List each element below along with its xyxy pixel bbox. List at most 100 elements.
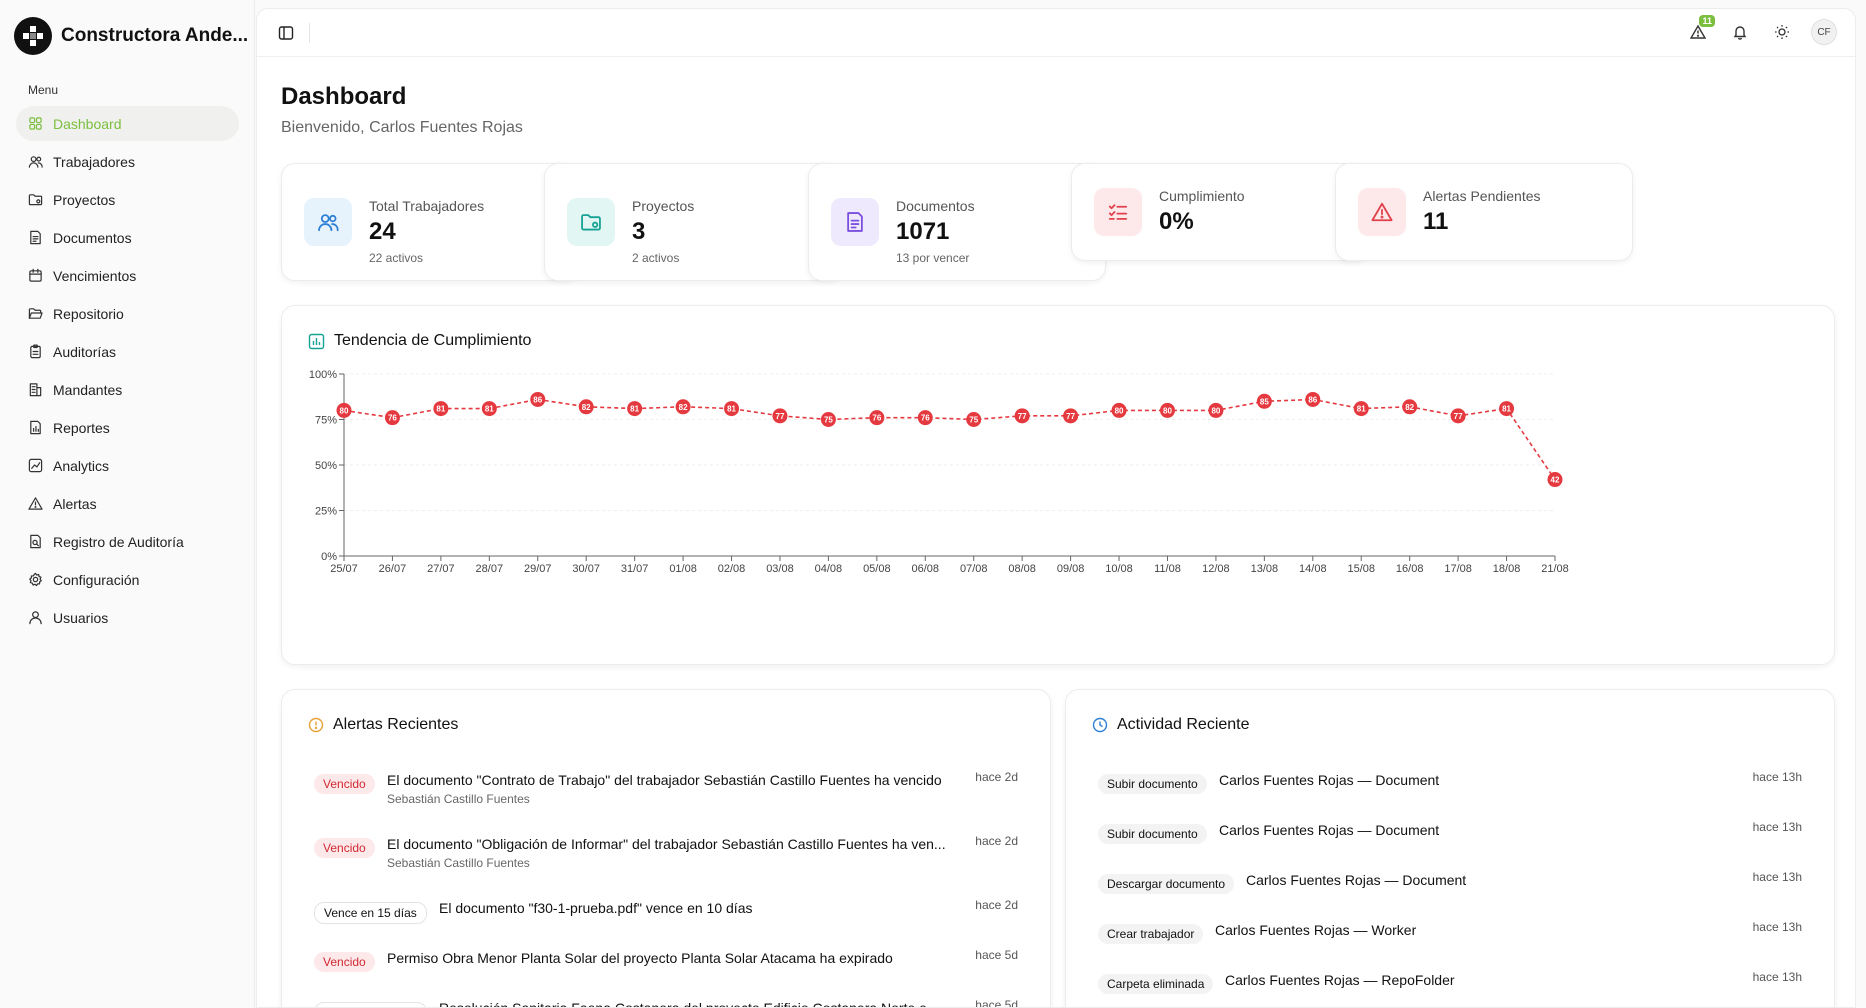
data-point <box>1014 408 1030 424</box>
sidebar-item-configuración[interactable]: Configuración <box>16 562 239 597</box>
data-point <box>530 391 546 407</box>
sidebar-item-analytics[interactable]: Analytics <box>16 448 239 483</box>
alert-item[interactable]: Vence en 30 días Resolución Sanitaria Fae… <box>306 998 1026 1007</box>
data-point <box>1063 408 1079 424</box>
alert-status-badge: Vencido <box>314 774 375 794</box>
data-point <box>724 401 740 417</box>
stat-icon <box>1094 188 1142 236</box>
data-label: 80 <box>1211 406 1220 415</box>
user-avatar[interactable]: CF <box>1811 19 1837 45</box>
stat-card-alertas-pendientes[interactable]: Alertas Pendientes 11 <box>1335 163 1633 261</box>
alert-item[interactable]: Vencido El documento "Contrato de Trabajo… <box>306 770 1026 812</box>
sun-icon <box>1775 25 1789 39</box>
compliance-chart-card: 0% 25% 50% 75% 100% 25/07 26/07 27/07 28/07 29/07… <box>281 305 1835 665</box>
alert-item[interactable]: Vencido Permiso Obra Menor Planta Solar d… <box>306 948 1026 990</box>
recent-alerts-card: Alertas Recientes Vencido El documento "C… <box>281 689 1051 1007</box>
stat-card-total-trabajadores[interactable]: Total Trabajadores 24 22 activos <box>281 163 579 281</box>
x-tick-label: 17/08 <box>1444 563 1472 575</box>
sidebar-item-label: Proyectos <box>53 191 116 208</box>
stat-value: 0% <box>1159 208 1194 235</box>
stat-card-documentos[interactable]: Documentos 1071 13 por vencer <box>808 163 1106 281</box>
stat-card-proyectos[interactable]: Proyectos 3 2 activos <box>544 163 842 281</box>
data-label: 42 <box>1551 476 1560 485</box>
brand[interactable]: Constructora Ande... <box>0 0 254 72</box>
activity-item[interactable]: Subir documento Carlos Fuentes Rojas — Do… <box>1090 770 1810 812</box>
stat-icon <box>567 198 615 246</box>
sidebar-item-registro-de-auditoría[interactable]: Registro de Auditoría <box>16 524 239 559</box>
sidebar-item-usuarios[interactable]: Usuarios <box>16 600 239 635</box>
activity-message: Carlos Fuentes Rojas — RepoFolder <box>1225 972 1455 988</box>
sidebar-item-label: Repositorio <box>53 305 124 322</box>
stat-note: 2 activos <box>632 251 680 265</box>
relative-time: hace 5d <box>975 948 1018 962</box>
sidebar-item-alertas[interactable]: Alertas <box>16 486 239 521</box>
grid-icon <box>29 117 42 130</box>
document-icon <box>30 230 41 245</box>
x-tick-label: 28/07 <box>476 563 504 575</box>
x-tick-label: 27/07 <box>427 563 455 575</box>
data-point <box>1305 391 1321 407</box>
bar-chart-icon <box>308 333 325 349</box>
data-label: 81 <box>727 405 736 414</box>
folder-icon <box>581 214 601 231</box>
theme-toggle-button[interactable] <box>1769 19 1795 45</box>
data-point <box>772 408 788 424</box>
sidebar-item-trabajadores[interactable]: Trabajadores <box>16 144 239 179</box>
chart-title: Tendencia de Cumplimiento <box>334 332 532 349</box>
sidebar-item-label: Mandantes <box>53 381 123 398</box>
activity-item[interactable]: Crear trabajador Carlos Fuentes Rojas — W… <box>1090 920 1810 962</box>
data-point <box>917 410 933 426</box>
data-label: 75 <box>824 416 833 425</box>
stat-value: 11 <box>1423 208 1449 235</box>
alert-message: Permiso Obra Menor Planta Solar del proy… <box>387 950 893 966</box>
sidebar-item-proyectos[interactable]: Proyectos <box>16 182 239 217</box>
topbar: 11 CF <box>257 9 1855 57</box>
activity-item[interactable]: Subir documento Carlos Fuentes Rojas — Do… <box>1090 820 1810 862</box>
data-label: 80 <box>340 406 349 415</box>
activity-type-badge: Crear trabajador <box>1098 924 1204 944</box>
stat-card-cumplimiento[interactable]: Cumplimiento 0% <box>1071 163 1369 261</box>
document-icon <box>847 212 863 232</box>
activity-message: Carlos Fuentes Rojas — Document <box>1219 772 1440 788</box>
sidebar-nav: Dashboard Trabajadores Proyectos Documentos… <box>0 106 254 635</box>
x-tick-label: 18/08 <box>1493 563 1521 575</box>
analytics-icon <box>28 458 43 473</box>
stat-value: 1071 <box>896 218 950 245</box>
data-label: 81 <box>1357 405 1366 414</box>
relative-time: hace 13h <box>1752 970 1802 984</box>
activity-item[interactable]: Descargar documento Carlos Fuentes Rojas … <box>1090 870 1810 912</box>
sidebar-item-documentos[interactable]: Documentos <box>16 220 239 255</box>
x-tick-label: 13/08 <box>1251 563 1279 575</box>
stat-value: 3 <box>632 218 646 245</box>
relative-time: hace 2d <box>975 770 1018 784</box>
x-tick-label: 26/07 <box>379 563 407 575</box>
activity-type-badge: Subir documento <box>1098 824 1207 844</box>
stat-label: Total Trabajadores <box>369 198 485 214</box>
topbar-divider <box>309 22 310 43</box>
chart-card-title: Tendencia de Cumplimiento <box>308 332 531 350</box>
notifications-button[interactable] <box>1727 19 1753 45</box>
sidebar-toggle-button[interactable] <box>275 22 297 44</box>
relative-time: hace 2d <box>975 834 1018 848</box>
sidebar-item-mandantes[interactable]: Mandantes <box>16 372 239 407</box>
alerts-button[interactable]: 11 <box>1685 15 1715 45</box>
sidebar-item-label: Trabajadores <box>53 153 135 170</box>
alert-circle-icon <box>308 717 324 733</box>
data-point <box>1353 401 1369 417</box>
alert-message: El documento "Contrato de Trabajo" del t… <box>387 772 942 788</box>
file-chart-icon <box>30 420 41 435</box>
sidebar-item-dashboard[interactable]: Dashboard <box>16 106 239 141</box>
sidebar-item-vencimientos[interactable]: Vencimientos <box>16 258 239 293</box>
alert-item[interactable]: Vencido El documento "Obligación de Infor… <box>306 834 1026 876</box>
stat-note: 13 por vencer <box>896 251 970 265</box>
activity-item[interactable]: Carpeta eliminada Carlos Fuentes Rojas — … <box>1090 970 1810 1007</box>
sidebar-item-reportes[interactable]: Reportes <box>16 410 239 445</box>
alert-item[interactable]: Vence en 15 días El documento "f30-1-prue… <box>306 898 1026 940</box>
data-point <box>869 410 885 426</box>
sidebar-item-repositorio[interactable]: Repositorio <box>16 296 239 331</box>
sidebar-item-auditorías[interactable]: Auditorías <box>16 334 239 369</box>
sidebar-item-label: Auditorías <box>53 343 117 360</box>
data-label: 82 <box>1405 403 1414 412</box>
y-tick-label: 75% <box>315 415 337 427</box>
sidebar-item-label: Reportes <box>53 419 110 436</box>
